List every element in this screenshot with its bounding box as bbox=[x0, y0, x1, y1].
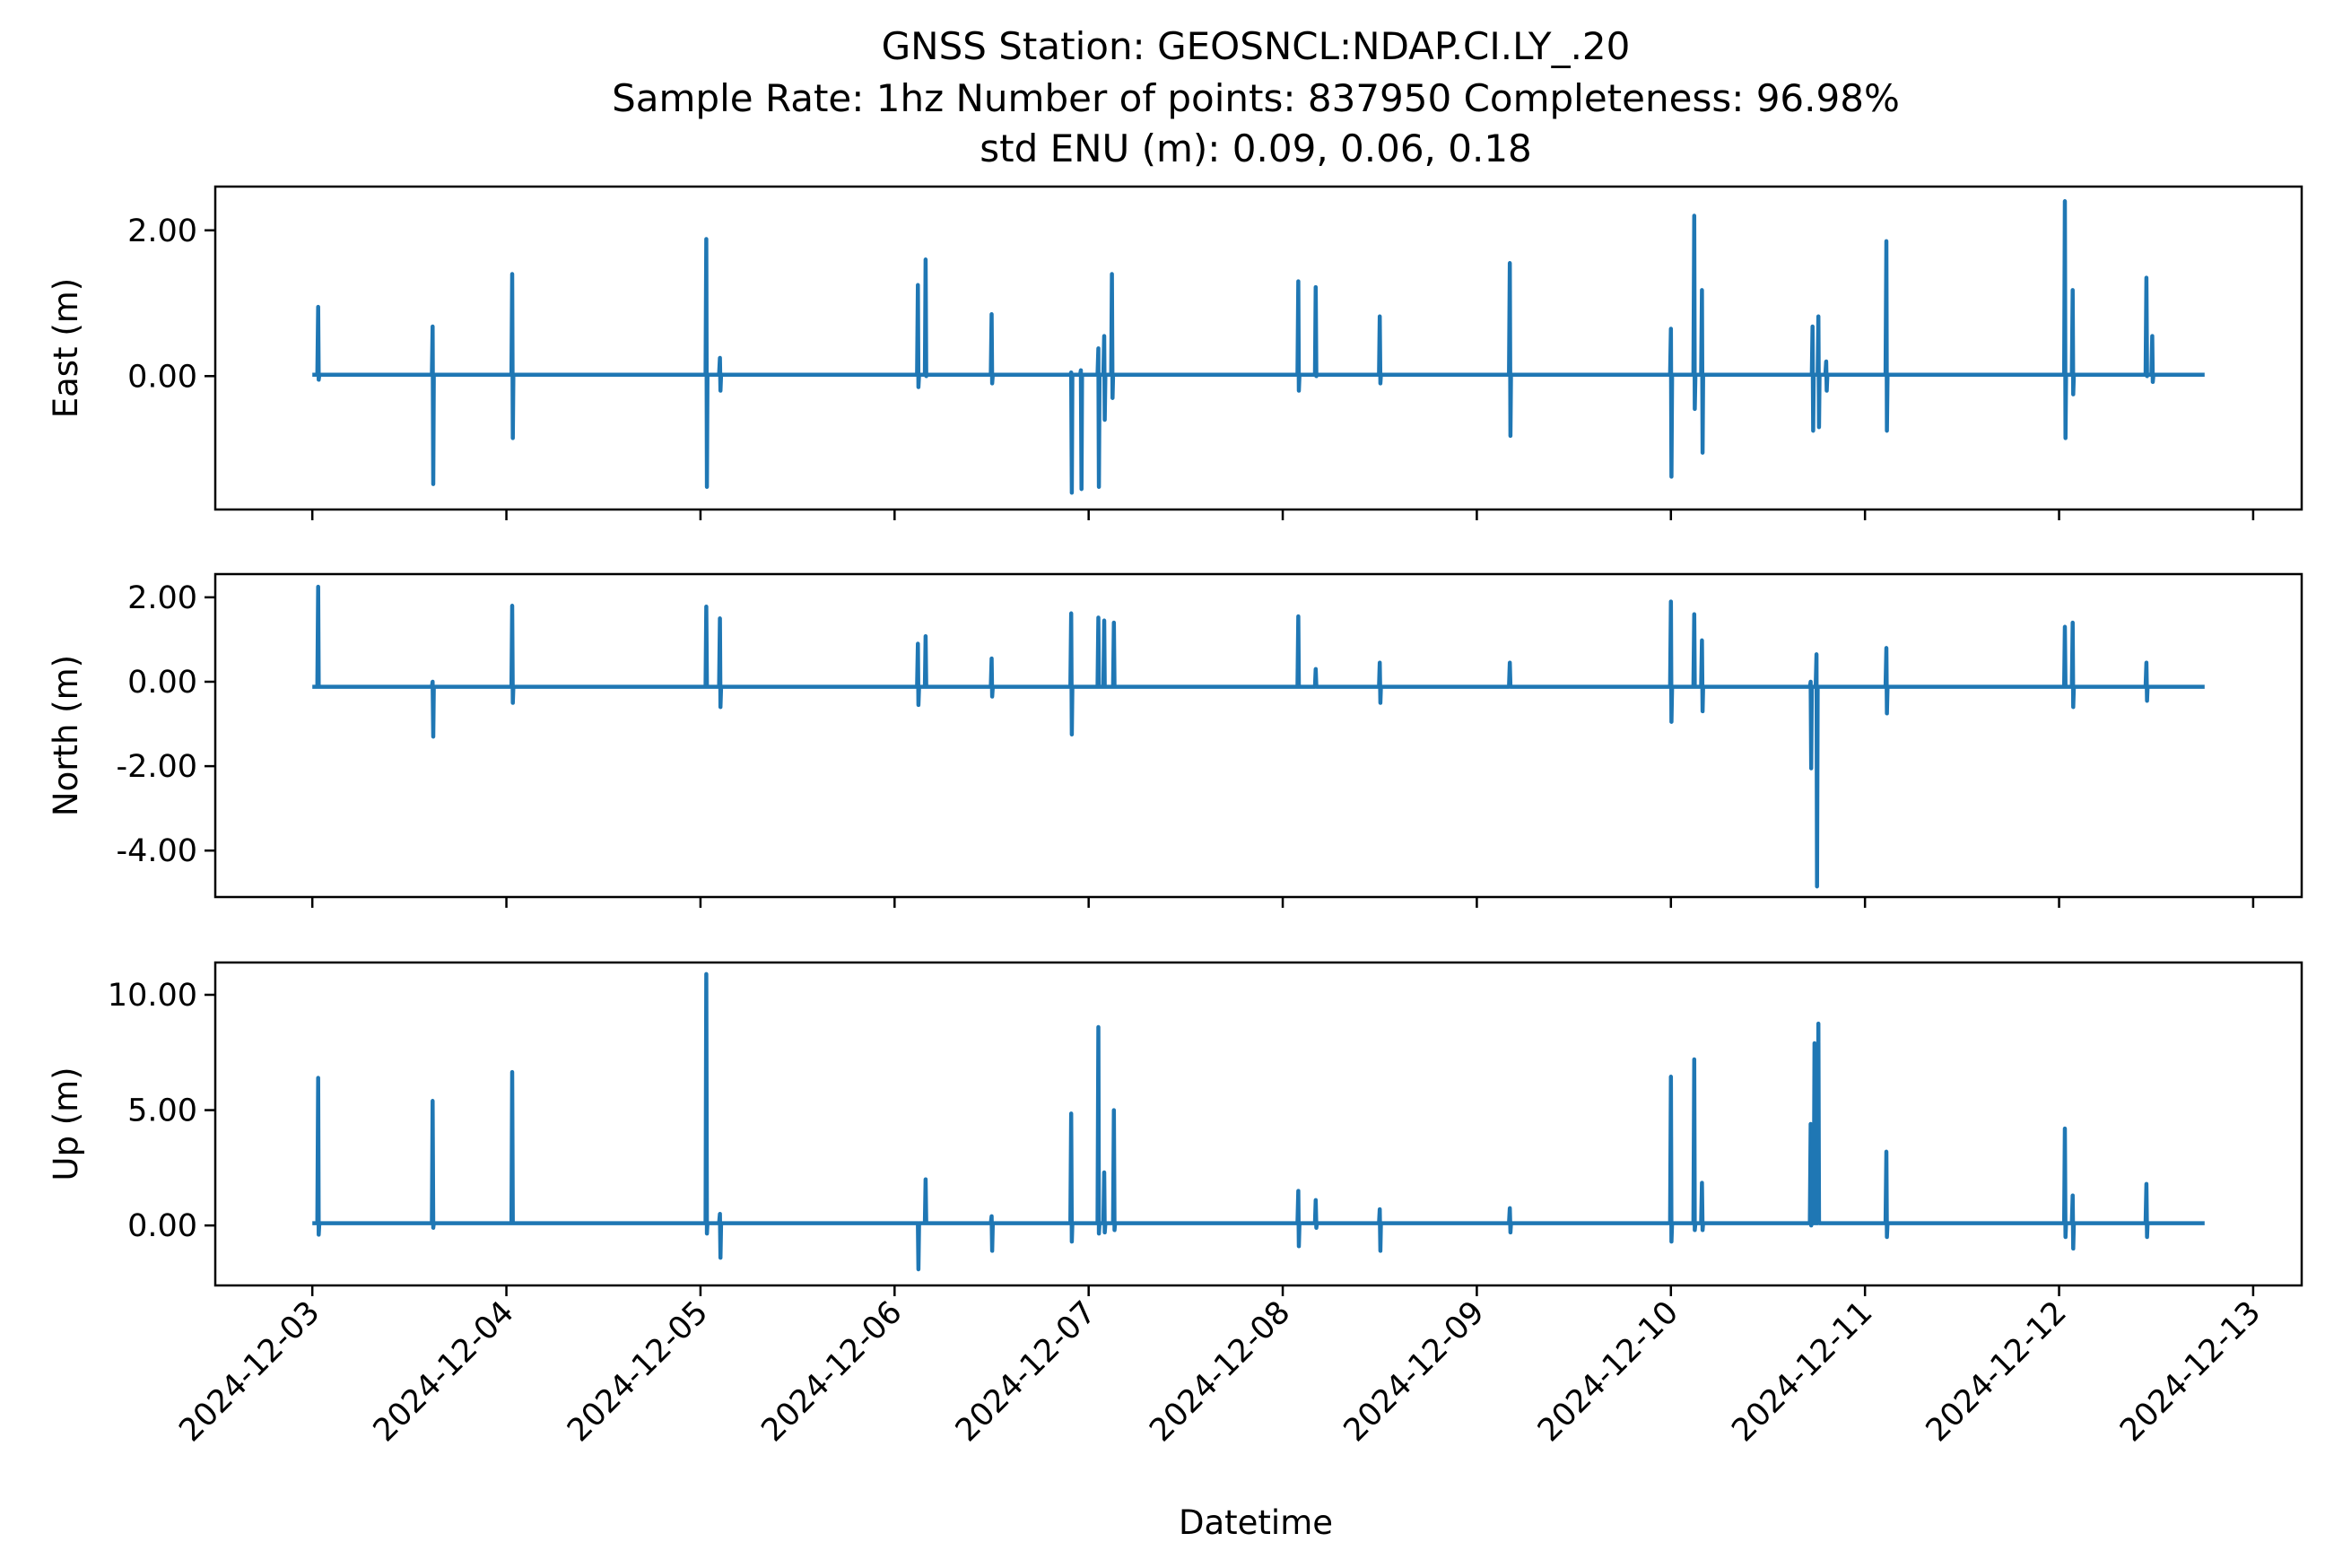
chart-title-line-2: Sample Rate: 1hz Number of points: 83795… bbox=[612, 76, 1900, 120]
x-axis-label: Datetime bbox=[1179, 1503, 1333, 1542]
chart-title-line-1: GNSS Station: GEOSNCL:NDAP.CI.LY_.20 bbox=[882, 24, 1631, 68]
panel-frame bbox=[213, 961, 2303, 1287]
y-tick-label: -2.00 bbox=[116, 749, 197, 785]
y-tick-label: 0.00 bbox=[127, 359, 197, 395]
shared-x-axis: 2024-12-03 2024-12-04 2024-12-05 2024-12-06… bbox=[172, 1294, 2268, 1449]
series-line bbox=[312, 199, 2205, 495]
panel-frame bbox=[213, 572, 2303, 899]
y-tick-label: 0.00 bbox=[127, 665, 197, 701]
panel-2: 0.00 5.00 10.00 Up (m) bbox=[47, 961, 2303, 1296]
x-tick-label: 2024-12-13 bbox=[2113, 1294, 2268, 1449]
y-tick-label: 10.00 bbox=[108, 978, 197, 1014]
x-tick-label: 2024-12-11 bbox=[1725, 1294, 1879, 1449]
y-axis-label: North (m) bbox=[47, 655, 85, 816]
y-tick-label: 5.00 bbox=[127, 1093, 197, 1129]
x-tick-label: 2024-12-04 bbox=[367, 1294, 521, 1449]
y-tick-label: 0.00 bbox=[127, 1208, 197, 1244]
panel-1: 2.00 0.00 -2.00 -4.00 North (m) bbox=[47, 572, 2303, 908]
series-line bbox=[312, 971, 2205, 1272]
panel-0: 0.00 2.00 East (m) bbox=[47, 185, 2303, 520]
x-tick-label: 2024-12-03 bbox=[172, 1294, 327, 1449]
x-tick-label: 2024-12-05 bbox=[561, 1294, 715, 1449]
y-tick-label: 2.00 bbox=[127, 213, 197, 249]
x-tick-label: 2024-12-09 bbox=[1337, 1294, 1492, 1449]
series-line bbox=[312, 584, 2205, 889]
x-tick-label: 2024-12-06 bbox=[755, 1294, 910, 1449]
x-tick-label: 2024-12-10 bbox=[1531, 1294, 1685, 1449]
chart-title: GNSS Station: GEOSNCL:NDAP.CI.LY_.20 Sam… bbox=[612, 24, 1900, 170]
subplot-panels: 0.00 2.00 East (m) 2.00 0.00 -2.00 -4.00 North … bbox=[47, 185, 2303, 1296]
chart-title-line-3: std ENU (m): 0.09, 0.06, 0.18 bbox=[980, 126, 1532, 170]
x-tick-label: 2024-12-12 bbox=[1920, 1294, 2074, 1449]
y-axis-label: Up (m) bbox=[47, 1067, 85, 1180]
x-tick-label: 2024-12-07 bbox=[949, 1294, 1103, 1449]
y-tick-label: -4.00 bbox=[116, 833, 197, 869]
y-axis-label: East (m) bbox=[47, 278, 85, 419]
x-tick-label: 2024-12-08 bbox=[1143, 1294, 1297, 1449]
panel-frame bbox=[213, 185, 2303, 511]
y-tick-label: 2.00 bbox=[127, 580, 197, 616]
